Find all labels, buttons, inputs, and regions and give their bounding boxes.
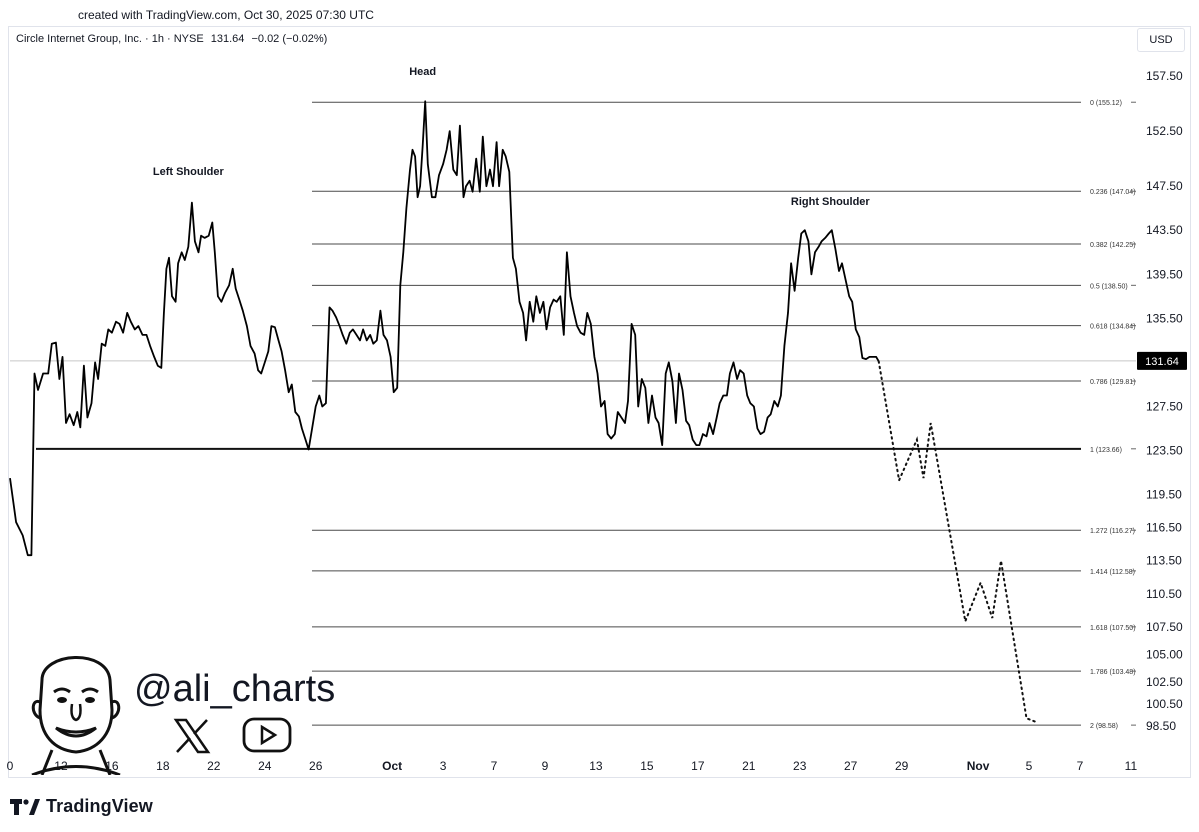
fib-level-label: 1 (123.66): [1090, 447, 1122, 454]
tradingview-wordmark: TradingView: [46, 796, 153, 816]
x-tick-label: 23: [793, 759, 807, 773]
x-tick-label: Nov: [967, 759, 990, 773]
x-tick-label: 22: [207, 759, 221, 773]
author-handle: @ali_charts: [134, 668, 336, 710]
x-tick-label: Oct: [382, 759, 402, 773]
pattern-annotation: Head: [409, 66, 436, 78]
y-tick-label: 139.50: [1146, 267, 1183, 281]
x-tick-label: 5: [1026, 759, 1033, 773]
fib-level-label: 2 (98.58): [1090, 723, 1118, 730]
fib-level-label: 0.786 (129.81): [1090, 379, 1136, 386]
y-tick-label: 147.50: [1146, 179, 1183, 193]
x-tick-label: 7: [1077, 759, 1084, 773]
current-price-tag: [1137, 351, 1187, 370]
fib-level-label: 1.272 (116.27): [1090, 528, 1135, 535]
y-tick-label: 135.50: [1146, 311, 1183, 325]
tradingview-logo-icon: [10, 798, 40, 815]
price-series-line: [9, 100, 880, 557]
projected-path-line: [877, 360, 1037, 723]
y-tick-label: 143.50: [1146, 223, 1183, 237]
x-tick-label: 3: [440, 759, 447, 773]
y-tick-label: 152.50: [1146, 124, 1183, 138]
y-tick-label: 102.50: [1146, 675, 1183, 689]
pattern-annotation: Left Shoulder: [153, 166, 225, 178]
fib-level-label: 0 (155.12): [1090, 100, 1122, 107]
x-tick-label: 7: [491, 759, 498, 773]
symbol-legend: Circle Internet Group, Inc. · 1h · NYSE …: [16, 33, 327, 45]
x-tick-label: 15: [640, 759, 654, 773]
x-tick-label: 21: [742, 759, 756, 773]
y-tick-label: 107.50: [1146, 620, 1183, 634]
fib-level-label: 1.414 (112.58): [1090, 569, 1135, 576]
x-tick-label: 26: [309, 759, 323, 773]
tradingview-logo[interactable]: TradingView: [10, 796, 153, 817]
fib-level-label: 0.382 (142.25): [1090, 242, 1136, 249]
y-tick-label: 119.50: [1146, 488, 1182, 502]
fib-level-label: 0.618 (134.84): [1090, 324, 1136, 331]
created-watermark: created with TradingView.com, Oct 30, 20…: [78, 8, 374, 22]
y-tick-label: 98.50: [1146, 719, 1176, 733]
x-tick-label: 11: [1125, 759, 1138, 773]
x-tick-label: 9: [542, 759, 549, 773]
y-tick-label: 157.50: [1146, 69, 1183, 83]
x-tick-label: 29: [895, 759, 909, 773]
y-tick-label: 116.50: [1146, 521, 1182, 535]
last-price: 131.64: [210, 33, 245, 45]
current-price-tag-label: 131.64: [1145, 356, 1179, 368]
y-tick-label: 123.50: [1146, 444, 1183, 458]
pattern-annotation: Right Shoulder: [791, 196, 871, 208]
fib-level-label: 1.786 (103.48): [1090, 669, 1136, 676]
avatar-icon: [12, 640, 140, 777]
symbol-info[interactable]: Circle Internet Group, Inc. · 1h · NYSE: [16, 33, 204, 45]
y-tick-label: 127.50: [1146, 400, 1183, 414]
x-tick-label: 18: [156, 759, 170, 773]
y-tick-label: 100.50: [1146, 697, 1183, 711]
x-tick-label: 24: [258, 759, 272, 773]
currency-button[interactable]: USD: [1137, 28, 1185, 52]
x-tick-label: 0: [7, 759, 14, 773]
x-tick-label: 13: [589, 759, 603, 773]
fib-level-label: 1.618 (107.50): [1090, 625, 1136, 632]
fib-level-label: 0.236 (147.04): [1090, 189, 1136, 196]
fib-level-label: 0.5 (138.50): [1090, 283, 1128, 290]
chart-frame: [8, 26, 1191, 778]
y-tick-label: 105.00: [1146, 647, 1183, 661]
x-tick-label: 27: [844, 759, 858, 773]
youtube-icon[interactable]: [242, 716, 292, 754]
y-tick-label: 110.50: [1146, 587, 1182, 601]
x-tick-label: 17: [691, 759, 705, 773]
price-change: −0.02 (−0.02%): [251, 33, 328, 45]
y-tick-label: 113.50: [1146, 554, 1182, 568]
x-icon[interactable]: [172, 716, 212, 756]
